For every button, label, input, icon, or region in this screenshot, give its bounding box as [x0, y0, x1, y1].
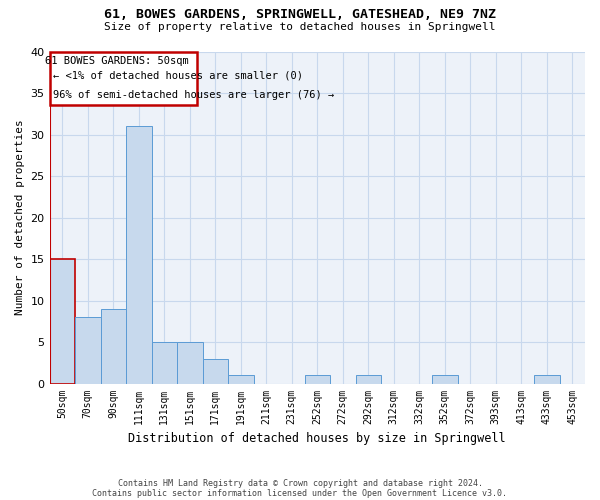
- Bar: [126, 126, 152, 384]
- Text: Contains HM Land Registry data © Crown copyright and database right 2024.: Contains HM Land Registry data © Crown c…: [118, 478, 482, 488]
- Text: Size of property relative to detached houses in Springwell: Size of property relative to detached ho…: [104, 22, 496, 32]
- Bar: [101, 309, 126, 384]
- Text: 96% of semi-detached houses are larger (76) →: 96% of semi-detached houses are larger (…: [53, 90, 335, 100]
- Bar: [432, 376, 458, 384]
- Bar: [305, 376, 330, 384]
- Bar: [177, 342, 203, 384]
- Text: ← <1% of detached houses are smaller (0): ← <1% of detached houses are smaller (0): [53, 71, 304, 81]
- Text: 61, BOWES GARDENS, SPRINGWELL, GATESHEAD, NE9 7NZ: 61, BOWES GARDENS, SPRINGWELL, GATESHEAD…: [104, 8, 496, 20]
- Bar: [152, 342, 177, 384]
- Bar: [75, 317, 101, 384]
- Bar: [356, 376, 381, 384]
- Y-axis label: Number of detached properties: Number of detached properties: [15, 120, 25, 316]
- Bar: [228, 376, 254, 384]
- Bar: [50, 259, 75, 384]
- X-axis label: Distribution of detached houses by size in Springwell: Distribution of detached houses by size …: [128, 432, 506, 445]
- Text: Contains public sector information licensed under the Open Government Licence v3: Contains public sector information licen…: [92, 488, 508, 498]
- Text: 61 BOWES GARDENS: 50sqm: 61 BOWES GARDENS: 50sqm: [45, 56, 189, 66]
- Bar: [534, 376, 560, 384]
- FancyBboxPatch shape: [50, 52, 197, 106]
- Bar: [203, 358, 228, 384]
